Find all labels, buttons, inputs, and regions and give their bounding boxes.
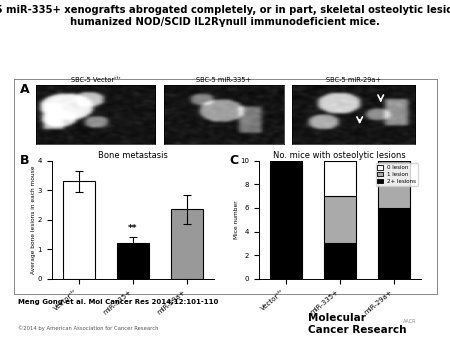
Text: C: C (230, 154, 238, 167)
Bar (378, 161, 410, 208)
Title: No. mice with osteolytic lesions: No. mice with osteolytic lesions (274, 151, 406, 160)
Text: SBC-5 miR-29a+: SBC-5 miR-29a+ (326, 77, 381, 83)
Bar (270, 161, 302, 279)
Text: SBC-5 miR-335+: SBC-5 miR-335+ (196, 77, 252, 83)
Text: A: A (20, 83, 30, 96)
Text: AACR: AACR (403, 319, 416, 324)
Y-axis label: Average bone lesions in each mouse: Average bone lesions in each mouse (31, 165, 36, 274)
Text: Molecular
Cancer Research: Molecular Cancer Research (308, 313, 407, 335)
Bar (378, 208, 410, 279)
Y-axis label: Mice number: Mice number (234, 200, 239, 239)
Bar (63, 181, 95, 279)
Bar (171, 209, 203, 279)
Text: SBC-5 Vectorᶜᵗʳ: SBC-5 Vectorᶜᵗʳ (71, 77, 120, 83)
Text: B: B (20, 154, 30, 167)
Bar (117, 243, 149, 279)
Text: ©2014 by American Association for Cancer Research: ©2014 by American Association for Cancer… (18, 325, 158, 331)
Bar (324, 243, 356, 279)
Bar (324, 196, 356, 243)
Bar (324, 161, 356, 196)
Legend: 0 lesion, 1 lesion, 2+ lesions: 0 lesion, 1 lesion, 2+ lesions (376, 163, 418, 186)
Text: SBC-5 miR-335+ xenografts abrogated completely, or in part, skeletal osteolytic : SBC-5 miR-335+ xenografts abrogated comp… (0, 5, 450, 27)
Text: Meng Gong et al. Mol Cancer Res 2014;12:101-110: Meng Gong et al. Mol Cancer Res 2014;12:… (18, 299, 218, 305)
Text: **: ** (128, 224, 138, 233)
Title: Bone metastasis: Bone metastasis (98, 151, 168, 160)
